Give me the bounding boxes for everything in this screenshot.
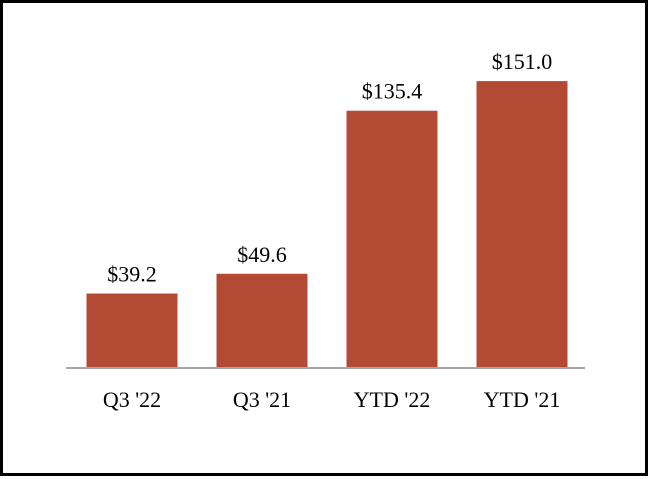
x-tick-label-3: YTD '22 [354,387,431,412]
bar-chart: $39.2 $49.6 $135.4 $151.0 Q3 '22 Q3 '21 YTD '… [66,49,585,412]
bars-group [86,81,568,369]
x-tick-label-2: Q3 '21 [233,387,291,412]
x-tick-label-4: YTD '21 [484,387,561,412]
bar-4 [476,81,568,368]
tick-labels-group: Q3 '22 Q3 '21 YTD '22 YTD '21 [103,387,561,412]
value-label-3: $135.4 [362,79,423,104]
value-label-1: $39.2 [107,262,157,287]
bar-1 [86,293,178,368]
bar-3 [346,110,438,369]
x-tick-label-1: Q3 '22 [103,387,161,412]
value-label-4: $151.0 [492,49,553,74]
value-labels-group: $39.2 $49.6 $135.4 $151.0 [107,49,552,286]
value-label-2: $49.6 [237,242,287,267]
bar-2 [216,273,308,368]
